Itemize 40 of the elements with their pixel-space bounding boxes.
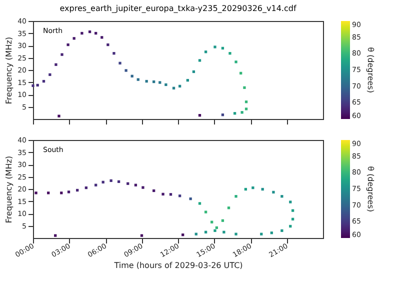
point [189,197,192,200]
point [110,179,112,182]
point [198,59,202,62]
point [66,43,70,46]
point [243,86,246,89]
point [54,63,58,66]
point [272,190,275,194]
point [234,195,238,198]
point [289,200,292,204]
point [162,192,164,196]
point [140,234,144,237]
point [80,32,84,35]
x-axis-title: Time (hours of 2029-03-26 UTC) [113,261,243,270]
point [198,202,202,205]
point [158,81,162,84]
point [240,111,244,114]
point [112,52,116,55]
point [214,46,216,48]
chart-title: expres_earth_jupiter_europa_txka-y235_20290326_v14.cdf [60,4,296,13]
point [54,234,57,237]
point [234,232,238,236]
point [291,209,294,212]
point [67,190,70,194]
color-bar-title: θ (degrees) [366,47,375,93]
point [136,78,140,81]
point [58,114,60,118]
point [204,210,208,214]
point [142,186,144,189]
point [124,69,128,72]
point [60,53,64,56]
point [32,84,34,88]
color-bar-title: θ (degrees) [366,166,375,212]
point [228,52,232,55]
point [244,108,248,110]
y-axis-title: Frequency (MHz) [4,36,14,104]
point [234,60,238,64]
point [34,192,38,194]
point [118,62,122,64]
point [214,229,216,232]
y-axis-title: Frequency (MHz) [4,156,14,224]
